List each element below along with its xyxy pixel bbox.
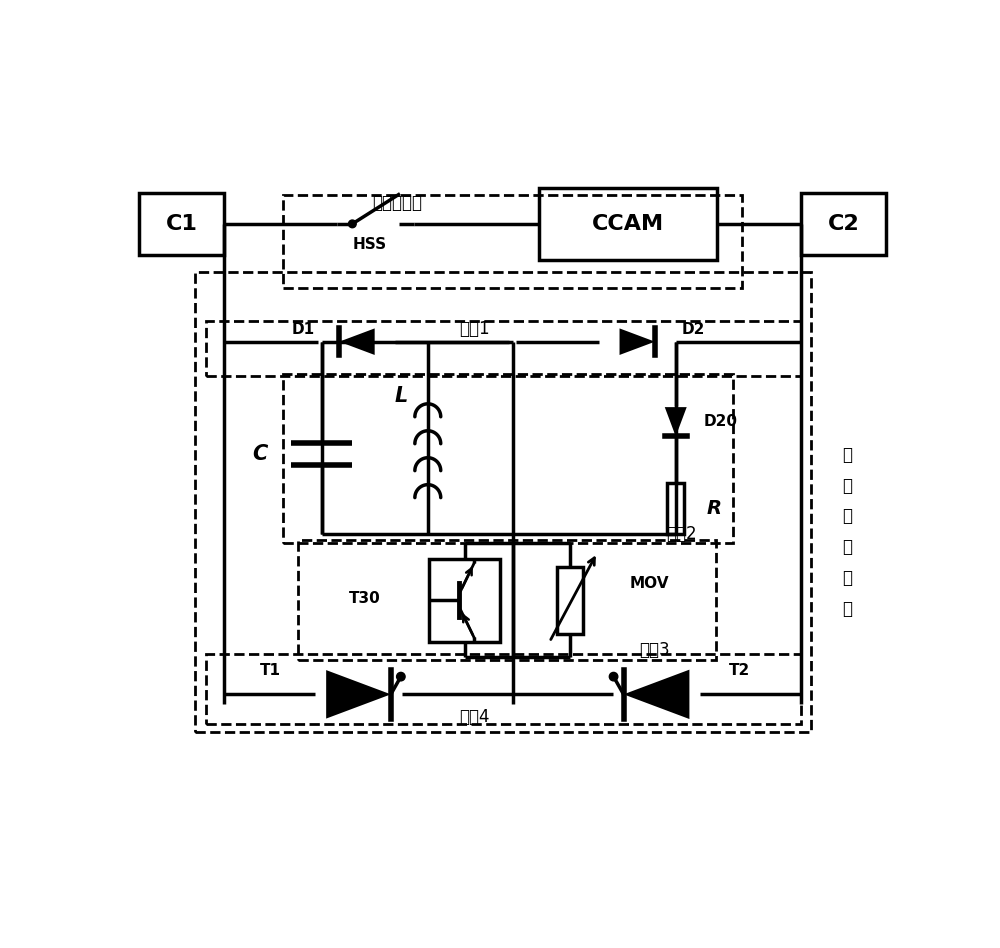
Text: 流: 流 xyxy=(842,477,852,495)
Text: D20: D20 xyxy=(703,414,737,429)
Bar xyxy=(195,272,811,732)
Circle shape xyxy=(397,672,405,681)
Text: C1: C1 xyxy=(165,214,197,234)
Text: 主电流回路: 主电流回路 xyxy=(372,194,422,212)
Polygon shape xyxy=(665,407,687,436)
Text: 支路3: 支路3 xyxy=(640,641,670,659)
Text: 路: 路 xyxy=(842,600,852,618)
Bar xyxy=(557,567,583,634)
Text: R: R xyxy=(707,500,722,519)
Polygon shape xyxy=(620,328,655,355)
Text: T1: T1 xyxy=(259,663,280,678)
Text: 支路1: 支路1 xyxy=(459,320,489,338)
Bar xyxy=(283,195,742,288)
Text: 支路4: 支路4 xyxy=(459,707,489,725)
Circle shape xyxy=(609,672,618,681)
Text: MOV: MOV xyxy=(630,576,669,591)
Text: HSS: HSS xyxy=(353,237,387,252)
Text: T2: T2 xyxy=(729,663,750,678)
Bar xyxy=(539,188,717,260)
Text: T30: T30 xyxy=(349,592,381,607)
Circle shape xyxy=(348,220,356,228)
Text: 回: 回 xyxy=(842,569,852,587)
Bar xyxy=(667,483,684,534)
Text: L: L xyxy=(394,386,407,406)
Polygon shape xyxy=(624,669,689,719)
Bar xyxy=(298,539,716,661)
Text: C: C xyxy=(252,444,268,465)
Text: C2: C2 xyxy=(828,214,859,234)
Bar xyxy=(206,654,801,723)
Bar xyxy=(283,374,733,543)
Text: 支路2: 支路2 xyxy=(667,525,697,543)
Polygon shape xyxy=(339,328,375,355)
Bar xyxy=(206,320,801,376)
Bar xyxy=(801,193,886,255)
Text: 电: 电 xyxy=(842,446,852,464)
Text: 移: 移 xyxy=(842,538,852,556)
Bar xyxy=(429,558,500,642)
Bar xyxy=(139,193,224,255)
Text: CCAM: CCAM xyxy=(592,214,664,234)
Polygon shape xyxy=(326,670,391,719)
Text: D1: D1 xyxy=(291,322,315,337)
Text: D2: D2 xyxy=(682,322,705,337)
Text: 转: 转 xyxy=(842,507,852,525)
